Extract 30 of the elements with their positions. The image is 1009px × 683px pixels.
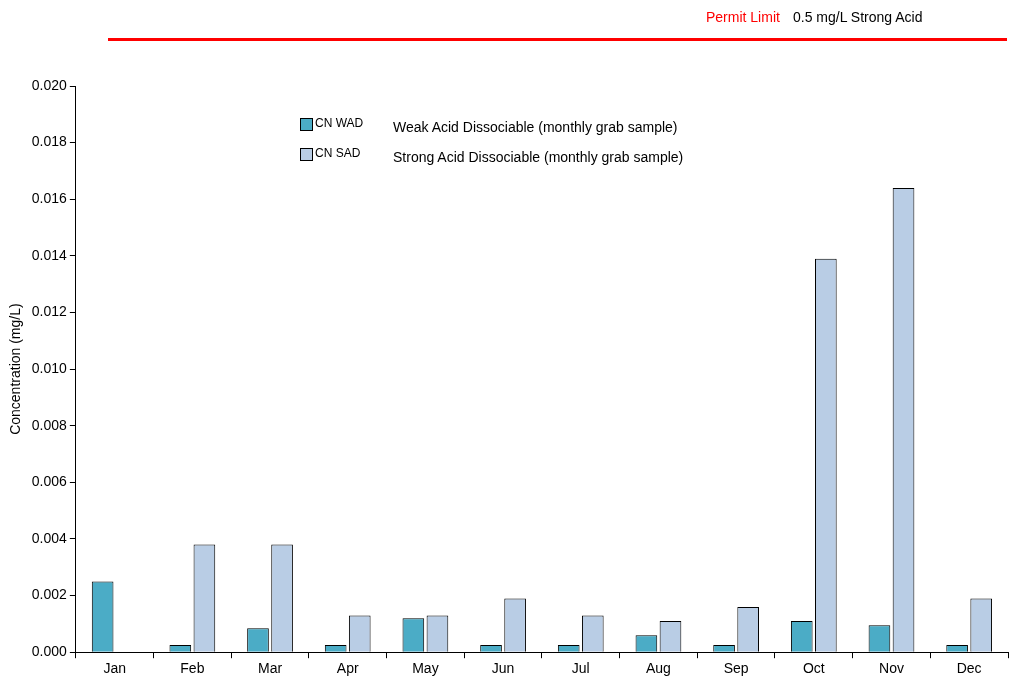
y-tick-label: 0.014 — [31, 246, 68, 263]
x-tick-label: Nov — [879, 660, 904, 677]
y-tick-label: 0.006 — [31, 473, 68, 490]
annotation: Strong Acid Dissociable (monthly grab sample) — [393, 149, 684, 165]
text: 0.5 mg/L Strong Acid — [793, 9, 923, 25]
text: Permit Limit — [706, 9, 780, 25]
x-tick-label: Feb — [180, 660, 205, 677]
x-tick-label: Aug — [645, 660, 671, 677]
legend-label: CN SAD — [315, 146, 361, 160]
y-tick-label: 0.000 — [31, 643, 68, 660]
x-tick-label: Jan — [103, 660, 126, 677]
annotation: Weak Acid Dissociable (monthly grab sample) — [393, 119, 678, 135]
y-tick-label: 0.012 — [31, 303, 68, 320]
x-tick-label: Mar — [257, 660, 283, 677]
x-tick-label: Oct — [802, 660, 825, 677]
x-tick-label: Apr — [336, 660, 359, 677]
y-tick-label: 0.004 — [31, 529, 68, 546]
x-tick-label: May — [412, 660, 439, 677]
y-tick-label: 0.018 — [31, 133, 68, 150]
x-tick-label: Dec — [956, 660, 982, 677]
y-tick-label: 0.010 — [31, 359, 68, 376]
y-tick-label: 0.020 — [31, 76, 68, 93]
x-tick-label: Sep — [723, 660, 749, 677]
y-tick-label: 0.008 — [31, 416, 68, 433]
x-tick-label: Jul — [571, 660, 590, 677]
legend-label: CN WAD — [315, 116, 364, 130]
x-tick-label: Jun — [491, 660, 515, 677]
y-tick-label: 0.016 — [31, 190, 68, 207]
y-axis-title: Concentration (mg/L) — [7, 303, 24, 435]
y-tick-label: 0.002 — [31, 586, 68, 603]
